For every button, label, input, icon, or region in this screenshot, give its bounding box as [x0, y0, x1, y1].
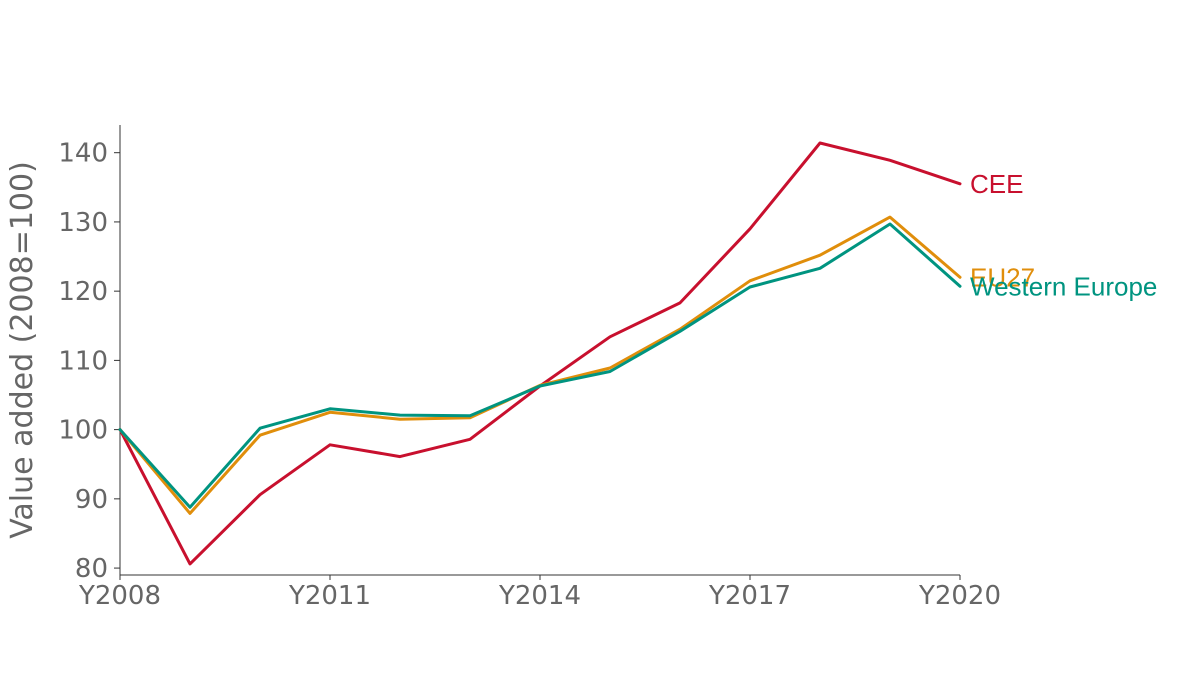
series-label-eu27: EU27: [970, 262, 1035, 292]
series-label-western-europe: Western Europe: [970, 271, 1157, 301]
series-line-western-europe: [118, 222, 962, 509]
y-tick-label: 100: [58, 416, 108, 446]
y-axis: 80 90 100 110 120 130 140: [58, 125, 121, 584]
series-label-cee: CEE: [970, 169, 1023, 199]
y-tick-label: 130: [58, 208, 108, 238]
x-tick-label: Y2014: [498, 581, 581, 611]
x-tick-label: Y2011: [288, 581, 371, 611]
series-line-eu27: [118, 215, 962, 515]
y-axis-title: Value added (2008=100): [5, 161, 40, 539]
series-line-cee: [118, 141, 962, 566]
x-tick-label: Y2008: [78, 581, 161, 611]
series-layer: [118, 141, 962, 566]
x-tick-label: Y2017: [708, 581, 791, 611]
x-tick-label: Y2020: [918, 581, 1001, 611]
y-tick-label: 140: [58, 139, 108, 169]
y-tick-label: 110: [58, 346, 108, 376]
x-axis: Y2008 Y2011 Y2014 Y2017 Y2020: [78, 574, 1001, 611]
y-tick-label: 80: [75, 554, 108, 584]
y-tick-label: 90: [75, 485, 108, 515]
y-tick-label: 120: [58, 277, 108, 307]
